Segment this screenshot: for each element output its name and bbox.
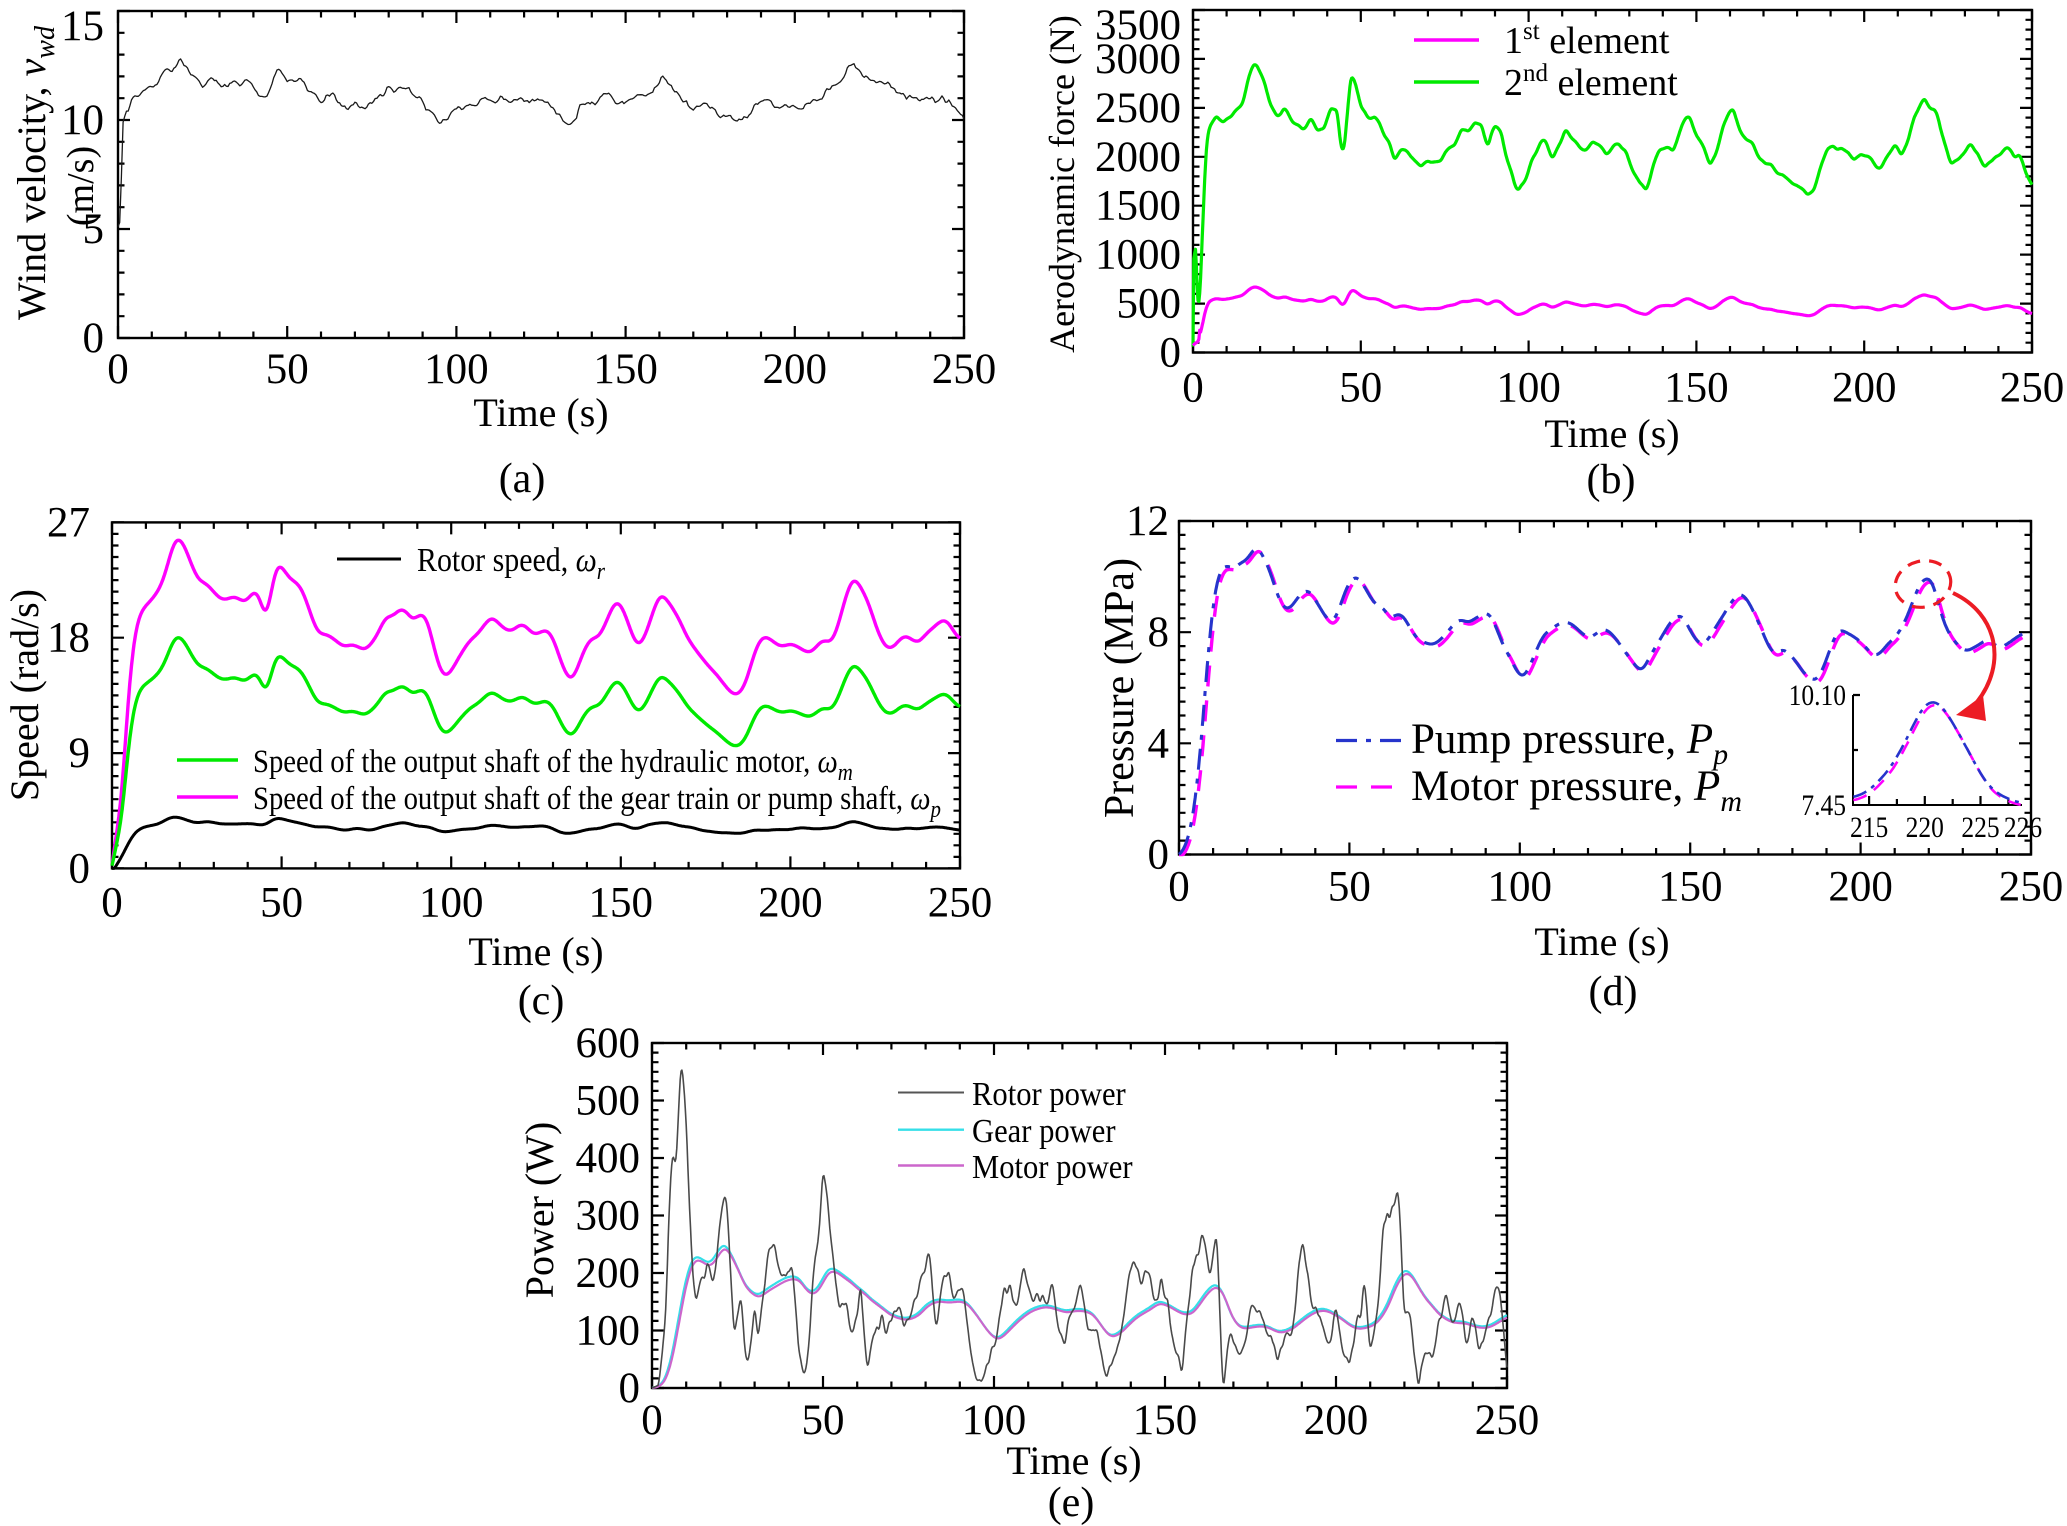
svg-text:250: 250: [2000, 365, 2065, 412]
svg-text:0: 0: [1160, 330, 1182, 377]
svg-text:(a): (a): [499, 456, 546, 502]
svg-text:100: 100: [1496, 365, 1561, 412]
svg-text:12: 12: [1126, 498, 1169, 545]
svg-text:50: 50: [260, 879, 303, 926]
svg-text:Time (s): Time (s): [468, 929, 603, 974]
svg-text:Time (s): Time (s): [1534, 919, 1669, 964]
svg-text:Pump pressure, Pp: Pump pressure, Pp: [1411, 716, 1728, 771]
svg-text:Motor pressure, Pm: Motor pressure, Pm: [1411, 763, 1742, 818]
svg-text:Time (s): Time (s): [1544, 411, 1679, 456]
svg-text:10: 10: [61, 97, 104, 144]
svg-text:(m/s): (m/s): [60, 146, 102, 226]
svg-text:2000: 2000: [1095, 134, 1181, 181]
svg-text:200: 200: [1828, 864, 1893, 911]
svg-text:Speed (rad/s): Speed (rad/s): [2, 589, 47, 801]
svg-text:0: 0: [83, 315, 105, 362]
svg-text:600: 600: [576, 1020, 641, 1067]
svg-text:Speed of the output shaft of t: Speed of the output shaft of the gear tr…: [253, 779, 941, 822]
svg-text:10.10: 10.10: [1789, 679, 1846, 712]
svg-text:100: 100: [1488, 864, 1553, 911]
svg-text:250: 250: [1475, 1397, 1540, 1444]
svg-text:8: 8: [1148, 609, 1170, 656]
svg-text:200: 200: [758, 879, 823, 926]
svg-text:100: 100: [424, 346, 489, 393]
svg-text:0: 0: [107, 346, 129, 393]
svg-text:5: 5: [83, 206, 105, 253]
svg-text:Wind velocity, vwd: Wind velocity, vwd: [9, 25, 61, 320]
svg-text:300: 300: [576, 1193, 641, 1240]
svg-text:Aerodynamic force (N): Aerodynamic force (N): [1042, 15, 1082, 353]
svg-text:0: 0: [1168, 864, 1190, 911]
svg-text:Time (s): Time (s): [1006, 1438, 1141, 1483]
svg-text:2nd element: 2nd element: [1504, 60, 1678, 104]
svg-text:3500: 3500: [1095, 2, 1181, 49]
svg-text:500: 500: [576, 1078, 641, 1125]
svg-text:50: 50: [1339, 365, 1382, 412]
svg-text:150: 150: [1658, 864, 1723, 911]
svg-text:200: 200: [1832, 365, 1897, 412]
svg-text:250: 250: [928, 879, 993, 926]
svg-text:200: 200: [763, 346, 828, 393]
svg-text:0: 0: [69, 845, 91, 892]
svg-text:Speed of the output shaft of t: Speed of the output shaft of the hydraul…: [253, 742, 853, 785]
svg-text:18: 18: [47, 615, 90, 662]
svg-text:Rotor speed, ωr: Rotor speed, ωr: [417, 540, 605, 584]
svg-text:9: 9: [69, 730, 91, 777]
svg-text:50: 50: [266, 346, 309, 393]
svg-text:215: 215: [1850, 811, 1888, 844]
svg-text:100: 100: [962, 1397, 1027, 1444]
svg-text:220: 220: [1906, 811, 1944, 844]
svg-text:3000: 3000: [1095, 36, 1181, 83]
svg-text:7.45: 7.45: [1801, 789, 1846, 822]
svg-text:500: 500: [1117, 281, 1182, 328]
svg-text:150: 150: [593, 346, 658, 393]
svg-text:0: 0: [101, 879, 123, 926]
svg-text:150: 150: [1133, 1397, 1198, 1444]
svg-text:4: 4: [1148, 720, 1170, 767]
svg-text:0: 0: [1182, 365, 1204, 412]
svg-text:50: 50: [802, 1397, 845, 1444]
svg-text:Pressure (MPa): Pressure (MPa): [1097, 558, 1143, 818]
svg-text:(e): (e): [1048, 1480, 1095, 1526]
svg-text:27: 27: [47, 499, 90, 546]
svg-text:250: 250: [1999, 864, 2064, 911]
svg-text:250: 250: [932, 346, 997, 393]
svg-text:1500: 1500: [1095, 183, 1181, 230]
svg-text:225: 225: [1961, 811, 1999, 844]
svg-text:150: 150: [589, 879, 654, 926]
svg-text:Rotor power: Rotor power: [972, 1075, 1126, 1113]
svg-text:15: 15: [61, 3, 104, 50]
svg-text:(c): (c): [518, 978, 565, 1024]
svg-text:200: 200: [576, 1250, 641, 1297]
svg-text:(b): (b): [1587, 457, 1636, 503]
svg-text:1000: 1000: [1095, 232, 1181, 279]
svg-text:Time (s): Time (s): [473, 390, 608, 435]
svg-text:Motor power: Motor power: [972, 1148, 1133, 1186]
svg-text:Gear power: Gear power: [972, 1112, 1116, 1150]
svg-text:Power (W): Power (W): [517, 1122, 562, 1299]
svg-text:150: 150: [1664, 365, 1729, 412]
svg-text:0: 0: [1148, 832, 1170, 879]
svg-text:0: 0: [641, 1397, 663, 1444]
svg-text:50: 50: [1328, 864, 1371, 911]
svg-text:2500: 2500: [1095, 85, 1181, 132]
svg-text:100: 100: [419, 879, 484, 926]
svg-text:100: 100: [576, 1308, 641, 1355]
svg-text:200: 200: [1304, 1397, 1369, 1444]
svg-text:(d): (d): [1589, 969, 1638, 1015]
svg-text:400: 400: [576, 1135, 641, 1182]
svg-text:0: 0: [619, 1365, 641, 1412]
svg-text:226: 226: [2004, 811, 2042, 844]
